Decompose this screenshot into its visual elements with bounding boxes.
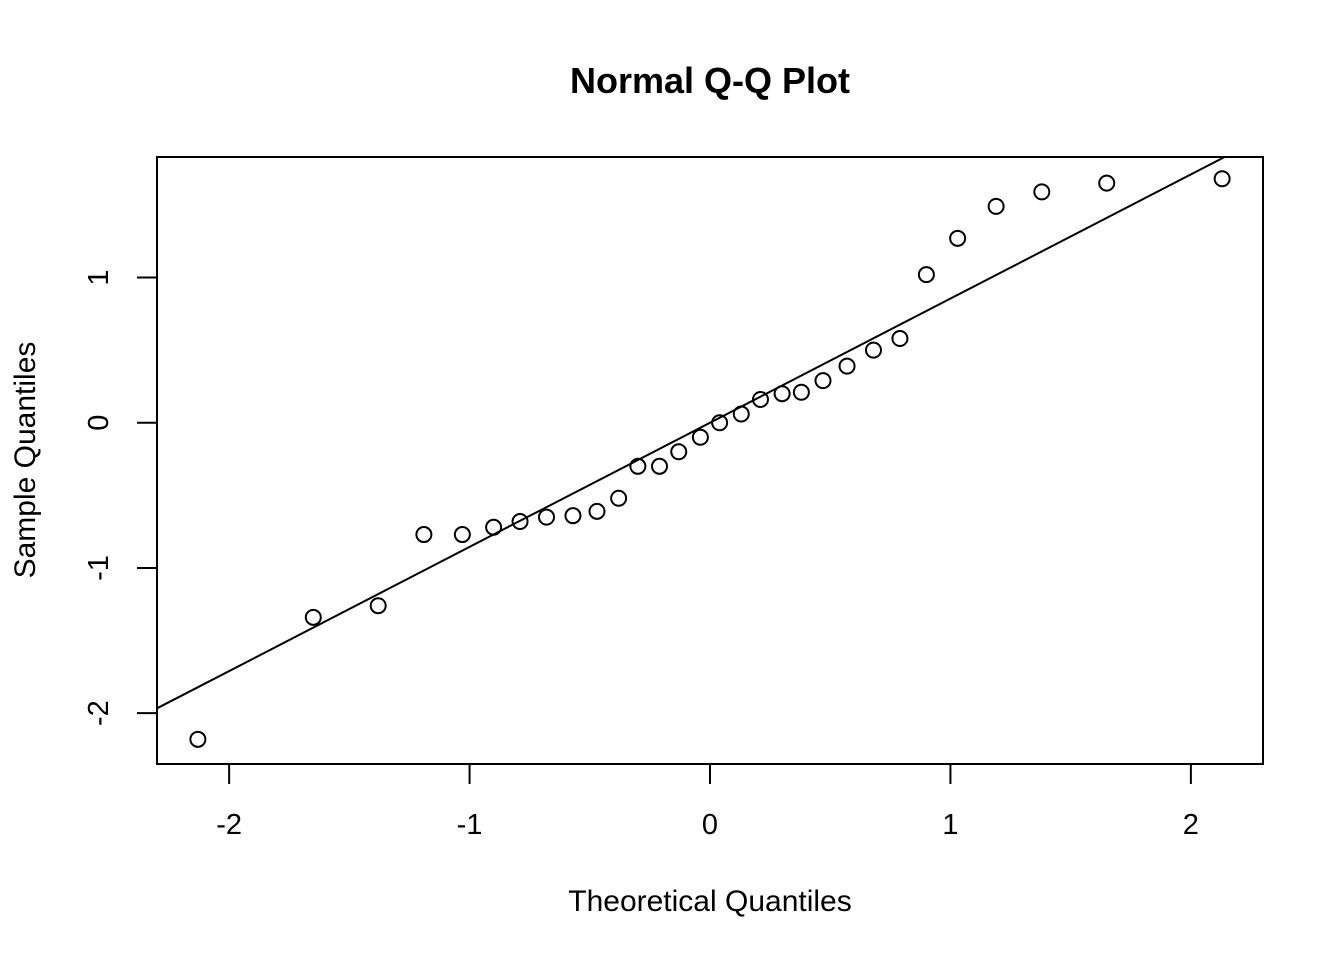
data-point xyxy=(917,266,935,284)
data-point xyxy=(485,518,503,536)
y-tick-label: 0 xyxy=(83,415,115,431)
data-point xyxy=(1098,174,1116,192)
x-tick-label: 2 xyxy=(1183,809,1199,841)
data-point xyxy=(751,391,769,409)
data-point xyxy=(670,443,688,461)
data-point xyxy=(864,341,882,359)
data-point xyxy=(792,383,810,401)
data-point xyxy=(891,330,909,348)
y-tick-label: -2 xyxy=(83,700,115,726)
data-point xyxy=(564,507,582,525)
reference-line xyxy=(157,157,1227,710)
x-tick-label: -2 xyxy=(216,809,242,841)
x-tick-label: -1 xyxy=(457,809,483,841)
y-axis-label: Sample Quantiles xyxy=(9,342,42,579)
y-tick-label: 1 xyxy=(83,269,115,285)
data-point xyxy=(691,428,709,446)
data-point xyxy=(369,597,387,615)
x-tick-label: 1 xyxy=(942,809,958,841)
data-point xyxy=(304,608,322,626)
y-tick-label: -1 xyxy=(83,555,115,581)
data-point xyxy=(610,489,628,507)
data-point xyxy=(773,385,791,403)
y-axis: -2 -1 0 1 xyxy=(83,269,158,726)
points-group xyxy=(189,170,1231,748)
x-axis: -2 -1 0 1 2 xyxy=(216,763,1199,841)
data-point xyxy=(588,502,606,520)
data-point xyxy=(987,197,1005,215)
chart-title: Normal Q-Q Plot xyxy=(570,60,850,101)
data-point xyxy=(732,405,750,423)
plot-area xyxy=(156,156,1264,765)
data-point xyxy=(629,457,647,475)
data-point xyxy=(453,526,471,544)
reference-line-group xyxy=(157,157,1227,710)
data-point xyxy=(415,526,433,544)
data-point xyxy=(1213,170,1231,188)
x-tick-label: 0 xyxy=(702,809,718,841)
data-point xyxy=(711,414,729,432)
data-point xyxy=(651,457,669,475)
data-point xyxy=(814,372,832,390)
data-point xyxy=(838,357,856,375)
data-point xyxy=(511,512,529,530)
data-point xyxy=(1033,183,1051,201)
data-point xyxy=(189,730,207,748)
data-point xyxy=(538,508,556,526)
plot-frame xyxy=(156,156,1264,765)
x-axis-label: Theoretical Quantiles xyxy=(568,885,851,918)
data-point xyxy=(949,229,967,247)
